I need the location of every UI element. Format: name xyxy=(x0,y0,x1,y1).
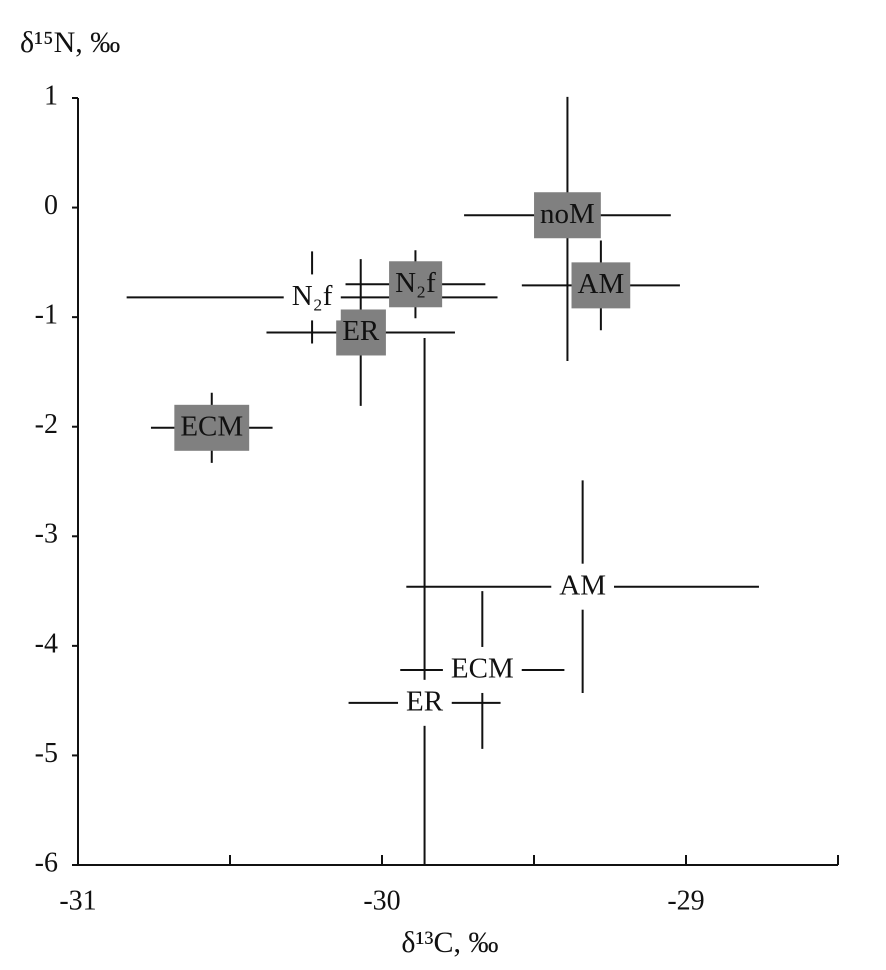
point-marker xyxy=(551,563,615,610)
y-tick-label: -5 xyxy=(35,738,58,769)
y-tick-label: -6 xyxy=(35,847,58,878)
point-marker xyxy=(534,192,601,239)
point-marker xyxy=(174,404,250,451)
point-marker xyxy=(283,274,341,321)
point-label: noM xyxy=(540,198,595,230)
point-label: AM xyxy=(559,569,606,601)
point-label: ER xyxy=(342,315,380,347)
error-bars xyxy=(126,96,759,865)
point-marker xyxy=(571,262,631,309)
y-tick-label: -1 xyxy=(35,300,58,331)
x-tick-label: -29 xyxy=(667,885,704,916)
y-tick-label: -4 xyxy=(35,628,58,659)
point-marker xyxy=(398,679,452,726)
point-label: ECM xyxy=(451,653,514,685)
point-marker xyxy=(442,646,522,693)
point-marker xyxy=(389,261,443,308)
y-tick-label: 1 xyxy=(44,80,58,111)
point-marker xyxy=(336,309,386,356)
x-tick-label: -30 xyxy=(363,885,400,916)
y-axis-label: δ¹⁵N, ‰ xyxy=(20,26,120,59)
y-tick-label: 0 xyxy=(44,190,58,221)
x-axis-label: δ¹³C, ‰ xyxy=(401,926,498,959)
point-label: AM xyxy=(578,268,625,300)
y-tick-label: -2 xyxy=(35,409,58,440)
point-label: N₂f xyxy=(292,280,333,312)
point-label: ER xyxy=(406,685,444,717)
x-tick-label: -31 xyxy=(59,885,96,916)
y-tick-label: -3 xyxy=(35,519,58,550)
point-label: ECM xyxy=(180,410,243,442)
point-label: N₂f xyxy=(395,267,436,299)
